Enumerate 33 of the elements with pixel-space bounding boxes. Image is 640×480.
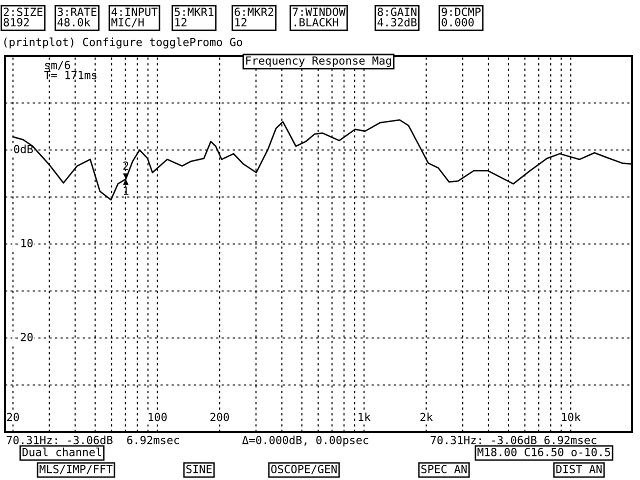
annotation: sm/6 [45,60,70,70]
y-tick-label: -20 [15,332,33,342]
text: Dual channel [22,448,102,456]
text: SINE [186,464,212,474]
x-tick-label: 1k [358,412,371,422]
text: MLS/IMP/FFT [40,464,113,474]
x-tick-label: 2k [420,412,433,422]
text: 9:DCMP 0.000 [442,8,481,26]
text: (printplot) Configure togglePromo Go [4,38,242,48]
annotation: 1 [124,186,128,195]
text: 2:SIZE 8192 [4,8,42,26]
text: 8:GAIN 4.32dB [378,8,417,26]
text: 70.31Hz: -3.06dB 6.92msec [6,436,179,444]
chart-title: Frequency Response Mag [246,56,392,67]
y-tick-label: -10 [15,238,33,248]
annotation: 2 [123,161,128,170]
text: DIST AN [556,464,602,474]
x-tick-label: 200 [210,412,229,422]
y-tick-label: 0dB [14,144,33,154]
text: SPEC AN [421,464,467,474]
text: 3:RATE 48.0k [58,8,96,26]
x-tick-label: 20 [7,412,19,422]
text: 7:WINDOW .BLACKH [292,8,346,26]
text: 6:MKR2 12 [234,8,274,26]
x-tick-label: 100 [148,412,167,422]
text: 5:MKR1 12 [174,8,214,26]
x-tick-label: 10k [562,412,581,422]
text: OSCOPE/GEN [271,464,337,474]
text: M18.00 C16.50 o-10.5 [478,448,610,456]
text: 70.31Hz: -3.06dB 6.92msec [430,436,596,444]
text: 4:INPUT MIC/H [111,8,158,28]
annotation: T= 171ms [44,70,96,80]
text: Δ=0.000dB, 0.00psec [242,436,368,446]
